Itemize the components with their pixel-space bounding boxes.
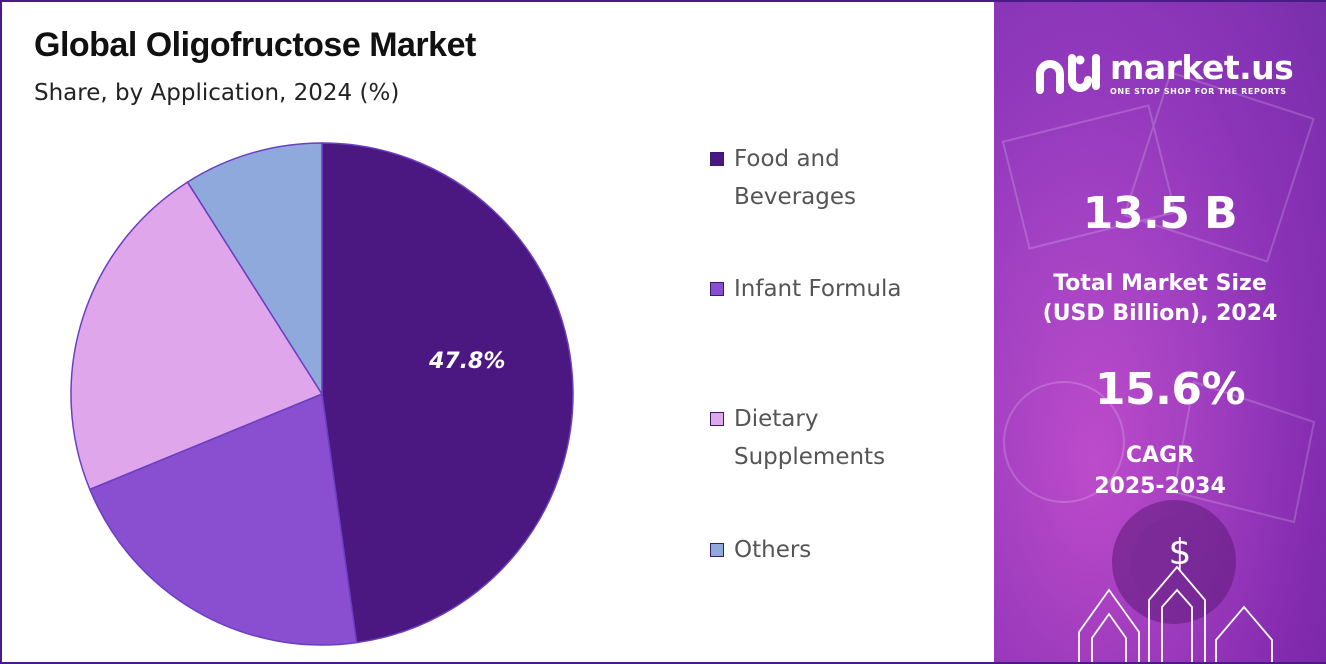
dollar-icon: $	[1168, 532, 1192, 573]
pie-slice-others	[186, 142, 323, 397]
legend-label: Dietary Supplements	[734, 406, 886, 470]
market-size-label-2: (USD Billion), 2024	[1042, 301, 1278, 326]
cagr-period: 2025-2034	[1094, 474, 1226, 499]
chart-title: Global Oligofructose Market	[34, 26, 476, 64]
background-decoration	[1001, 71, 1316, 662]
legend-swatch	[710, 282, 724, 296]
legend-item-infant-formula: Infant Formula	[710, 274, 954, 308]
chart-panel: Global Oligofructose Market Share, by Ap…	[2, 2, 992, 662]
pie-slice-infant-formula	[88, 392, 358, 646]
panel-divider	[990, 2, 994, 662]
up-arrow-icon	[1078, 565, 1273, 662]
market-us-logo: market.us ONE STOP SHOP FOR THE REPORTS	[1034, 48, 1294, 96]
market-us-logo-icon	[1036, 54, 1100, 94]
pie-slice-dietary-supplements	[70, 181, 324, 491]
legend-swatch	[710, 543, 724, 557]
market-size-label-1: Total Market Size	[1053, 271, 1267, 296]
cagr-value: 15.6%	[1094, 364, 1246, 415]
legend-swatch	[710, 412, 724, 426]
pie-data-label-food-and-beverages: 47.8%	[428, 349, 505, 374]
chart-legend: Food and Beverages Infant Formula Dietar…	[710, 2, 980, 662]
legend-item-others: Others	[710, 535, 954, 569]
pie-slice-food-and-beverages	[321, 142, 574, 644]
legend-item-dietary-supplements: Dietary Supplements	[710, 404, 914, 476]
brand-tagline: ONE STOP SHOP FOR THE REPORTS	[1110, 87, 1287, 96]
cagr-label: CAGR	[1125, 443, 1195, 468]
legend-item-food-and-beverages: Food and Beverages	[710, 144, 954, 216]
legend-label: Food and Beverages	[734, 146, 856, 210]
stats-panel: $ market.us ONE STOP SHOP FOR THE REPORT…	[994, 2, 1326, 662]
legend-label: Others	[734, 537, 812, 563]
legend-label: Infant Formula	[734, 276, 902, 302]
chart-subtitle: Share, by Application, 2024 (%)	[34, 80, 400, 106]
market-size-value: 13.5 B	[1082, 188, 1238, 239]
pie-chart: 47.8%	[70, 142, 574, 646]
legend-swatch	[710, 152, 724, 166]
brand-name: market.us	[1110, 48, 1294, 87]
